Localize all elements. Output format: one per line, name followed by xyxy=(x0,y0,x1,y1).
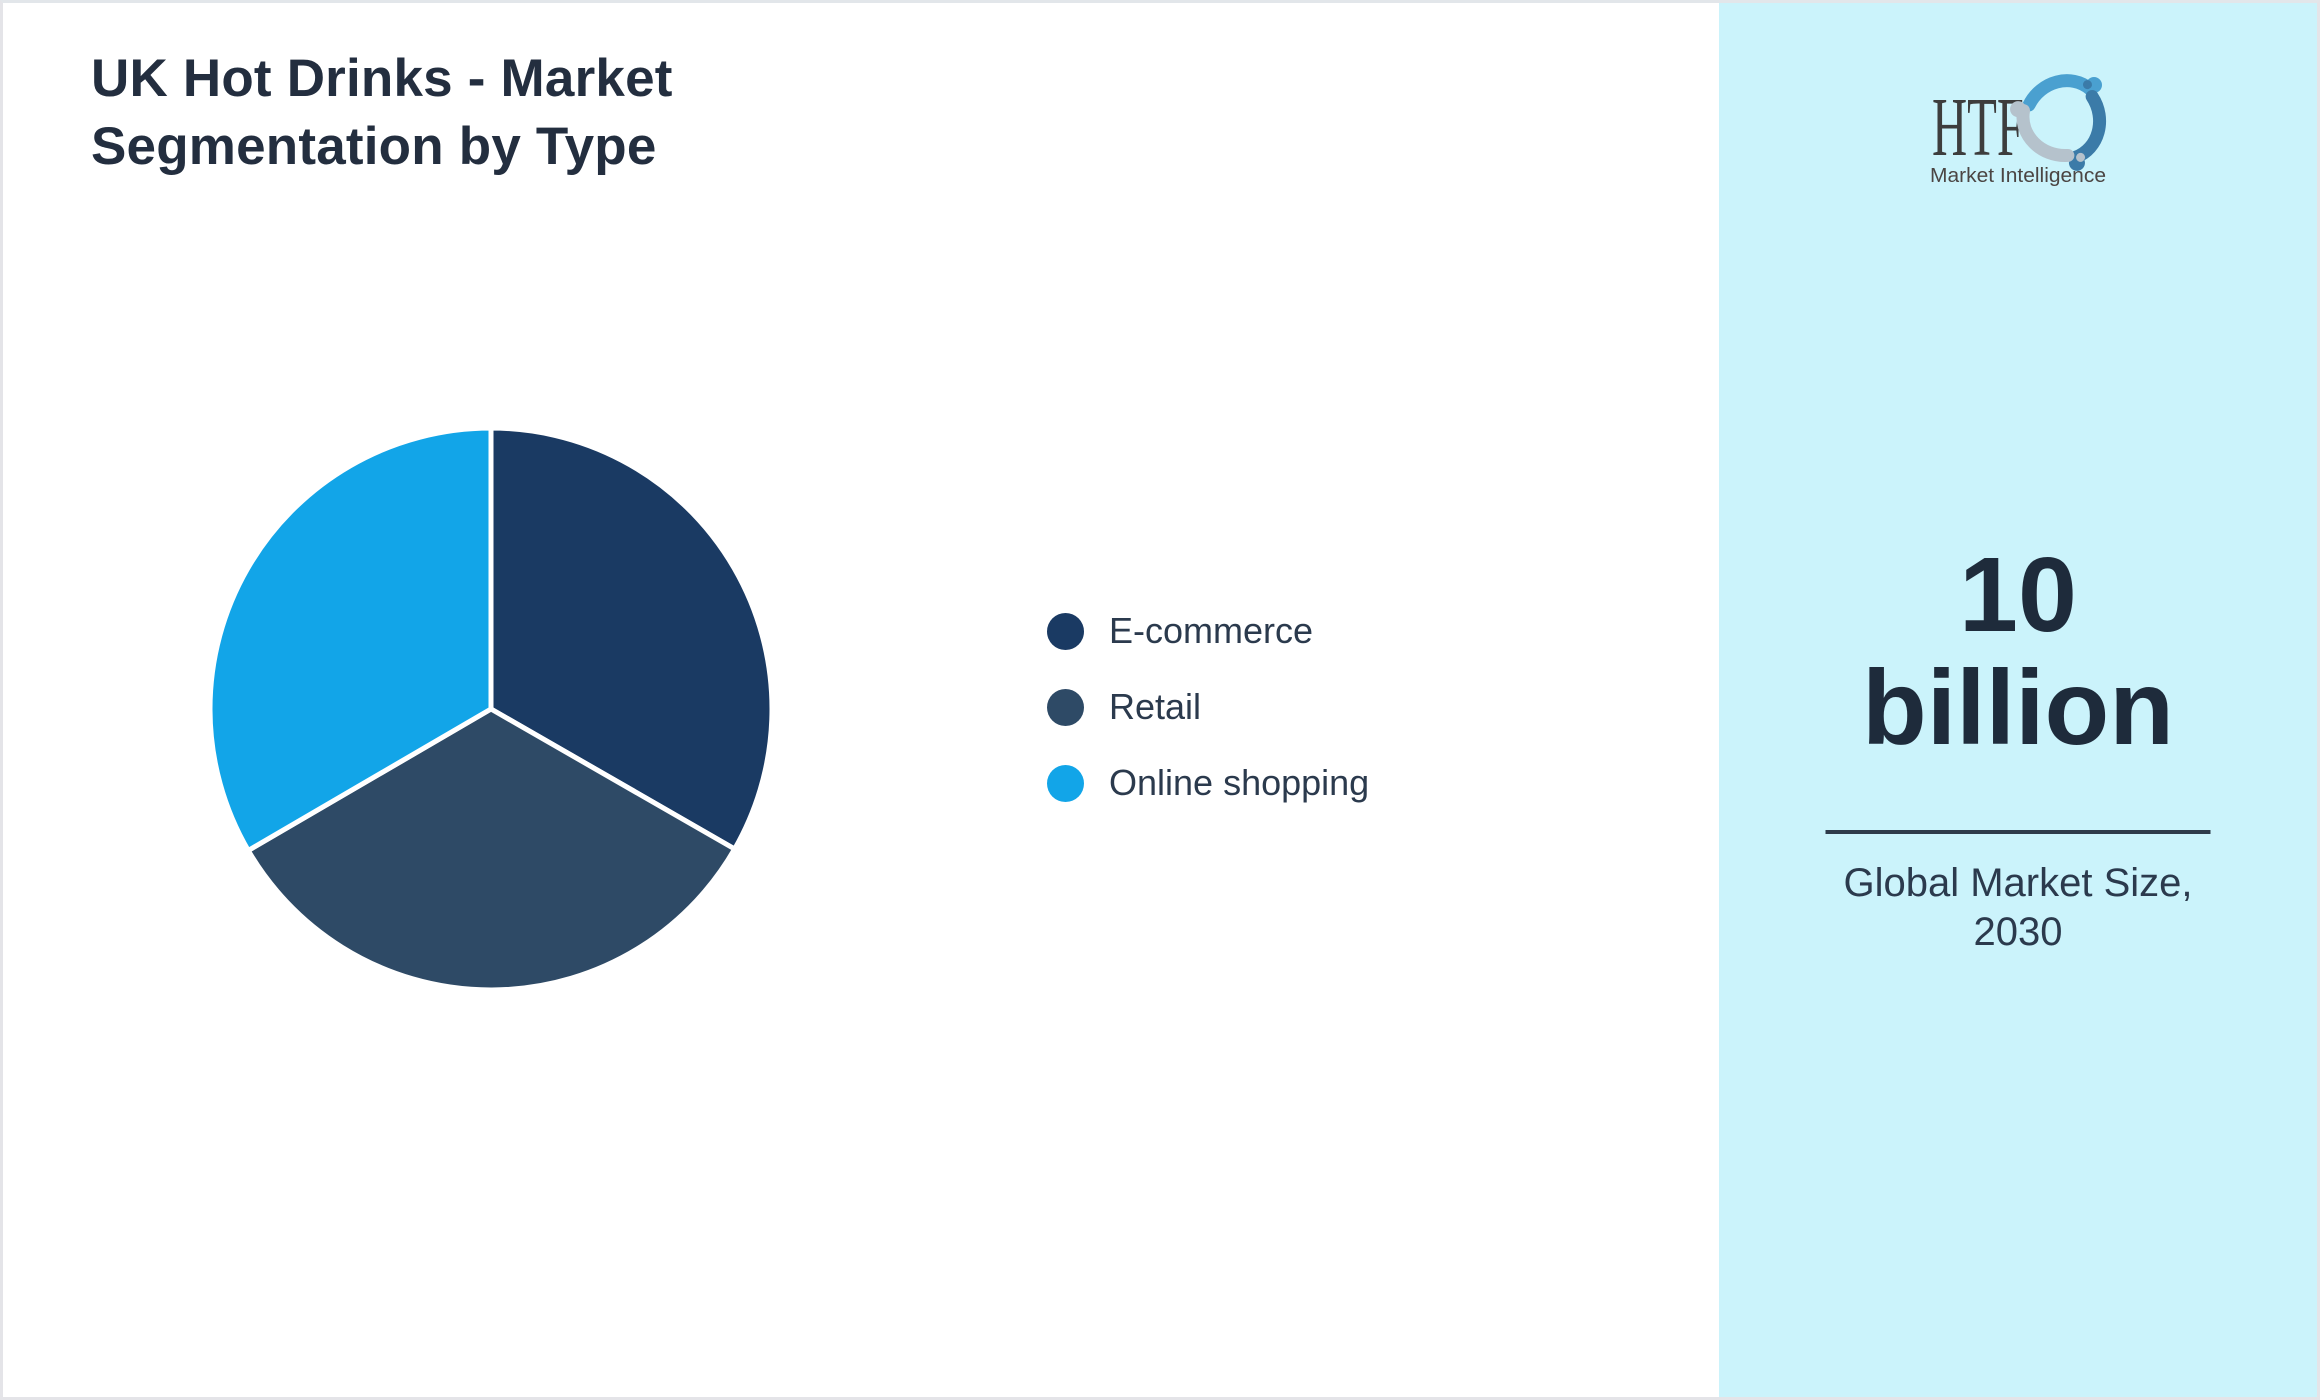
stat-value: 10 billion xyxy=(1861,536,2175,768)
legend: E-commerce Retail Online shopping xyxy=(1047,593,1369,821)
logo-figures-icon xyxy=(2010,74,2106,171)
logo-brand-text: HTF xyxy=(1932,81,2024,174)
legend-label: Retail xyxy=(1109,686,1202,727)
pie-slice-retail xyxy=(245,706,738,993)
chart-title: UK Hot Drinks - Market Segmentation by T… xyxy=(91,49,673,176)
pie-slice-online-shopping xyxy=(207,425,494,854)
legend-item-e-commerce: E-commerce xyxy=(1047,593,1369,669)
stat-divider xyxy=(1825,830,2211,834)
htf-logo-graphic: HTF Market Intelligence xyxy=(1930,74,2106,187)
legend-label: E-commerce xyxy=(1109,610,1314,651)
legend-color-dot xyxy=(1047,764,1084,802)
pie-chart xyxy=(207,425,775,993)
pie-slice-e-commerce xyxy=(488,425,775,852)
logo-figure-icon xyxy=(2010,101,2086,162)
logo-tagline: Market Intelligence xyxy=(1930,165,2106,187)
stat-caption: Global Market Size, 2030 xyxy=(1843,861,2193,954)
legend-color-dot xyxy=(1047,612,1084,650)
legend-item-retail: Retail xyxy=(1047,669,1369,745)
legend-item-online-shopping: Online shopping xyxy=(1047,745,1369,821)
legend-color-dot xyxy=(1047,688,1084,726)
legend-label: Online shopping xyxy=(1109,762,1370,803)
htf-logo: HTF Market Intelligence xyxy=(1918,67,2118,193)
sidebar: HTF Market Intelligence 10 billion Globa… xyxy=(1719,3,2317,1397)
main-content: UK Hot Drinks - Market Segmentation by T… xyxy=(3,3,1719,1397)
